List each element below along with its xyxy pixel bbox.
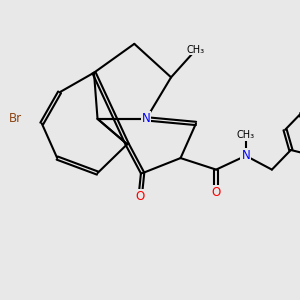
Text: O: O [212,186,221,199]
Text: CH₃: CH₃ [187,45,205,55]
Text: O: O [136,190,145,203]
Text: Br: Br [9,112,22,125]
Text: CH₃: CH₃ [237,130,255,140]
Text: N: N [142,112,151,125]
Text: N: N [242,149,250,162]
